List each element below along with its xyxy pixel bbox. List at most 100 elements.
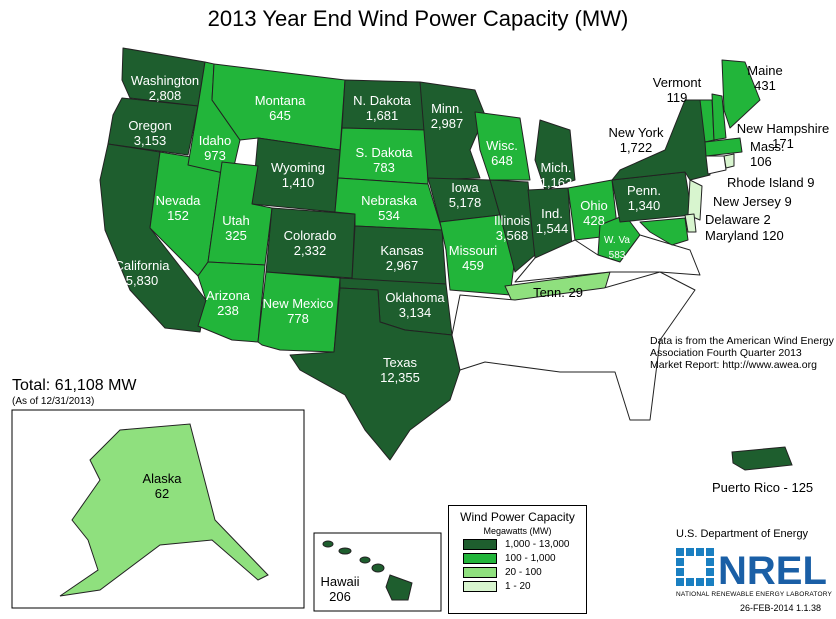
state-minn (419, 81, 486, 181)
nrel-logo: NREL (676, 548, 826, 593)
label-wisc: Wisc. 648 (486, 138, 518, 168)
legend-swatch (463, 539, 497, 550)
label-maryland: Maryland 120 (705, 228, 784, 243)
label-texas: Texas 12,355 (380, 355, 420, 385)
label-wva: W. Va 583 (604, 235, 630, 261)
state-name: Hawaii (320, 574, 359, 589)
state-value: 2,967 (386, 258, 419, 273)
state-name: Montana (255, 93, 306, 108)
state-name: Maine (747, 63, 782, 78)
legend: Wind Power Capacity Megawatts (MW) 1,000… (448, 505, 587, 614)
label-alaska: Alaska 62 (142, 471, 182, 501)
label-sdakota: S. Dakota 783 (355, 145, 413, 175)
state-name: Kansas (380, 243, 424, 258)
state-value: 783 (373, 160, 395, 175)
state-value: 5,830 (126, 273, 159, 288)
state-hawaii (322, 540, 413, 601)
state-newhampshire (711, 93, 727, 141)
state-name: New Mexico (263, 296, 334, 311)
state-name: Utah (222, 213, 249, 228)
state-value: 973 (204, 148, 226, 163)
state-name: Oklahoma (385, 290, 445, 305)
label-colorado: Colorado 2,332 (284, 228, 337, 258)
state-maryland (639, 217, 689, 246)
state-value: 2,332 (294, 243, 327, 258)
legend-swatch (463, 553, 497, 564)
legend-item: 100 - 1,000 (463, 553, 586, 564)
state-name: Alaska (142, 471, 182, 486)
state-value: 3,134 (399, 305, 432, 320)
legend-title: Wind Power Capacity (460, 510, 575, 524)
label-arizona: Arizona 238 (206, 288, 251, 318)
state-value: 325 (225, 228, 247, 243)
legend-label: 1 - 20 (505, 581, 531, 592)
map-date: 26-FEB-2014 1.1.38 (740, 603, 822, 613)
label-newmexico: New Mexico 778 (263, 296, 334, 326)
state-value: 583 (609, 250, 626, 261)
label-kansas: Kansas 2,967 (380, 243, 424, 273)
state-name: Texas (383, 355, 417, 370)
label-montana: Montana 645 (255, 93, 306, 123)
data-source-note: Data is from the American Wind Energy As… (650, 335, 834, 371)
state-name: W. Va (604, 235, 630, 246)
label-maine: Maine 431 (747, 63, 782, 93)
label-tenn: Tenn. 29 (533, 285, 583, 300)
state-name: Vermont (653, 75, 702, 90)
state-name: Mich. (540, 160, 571, 175)
state-newjersey (687, 179, 703, 221)
state-name: Oregon (128, 118, 171, 133)
state-name: Minn. (431, 101, 463, 116)
label-missouri: Missouri 459 (449, 243, 498, 273)
state-south-no-data (451, 271, 696, 421)
state-arizona (197, 261, 266, 343)
label-rhodeisland: Rhode Island 9 (727, 175, 814, 190)
label-mass: Mass. 106 (750, 139, 785, 169)
state-value: 119 (667, 90, 688, 105)
state-texas (289, 287, 461, 461)
doe-label: U.S. Department of Energy (676, 528, 809, 540)
state-value: 12,355 (380, 370, 420, 385)
nrel-grid-icon (676, 548, 714, 586)
state-value: 645 (269, 108, 291, 123)
legend-label: 100 - 1,000 (505, 553, 556, 564)
state-name: Arizona (206, 288, 251, 303)
state-name: Illinois (494, 213, 531, 228)
label-ind: Ind. 1,544 (536, 206, 569, 236)
state-newyork (611, 99, 711, 181)
state-name: California (115, 258, 171, 273)
territory-puertorico (731, 446, 793, 471)
state-value: 171 (772, 136, 794, 151)
hawaii-inset (313, 532, 442, 612)
legend-item: 1,000 - 13,000 (463, 539, 586, 550)
state-mass (704, 137, 743, 157)
state-value: 1,163 (540, 175, 573, 190)
map-title: 2013 Year End Wind Power Capacity (MW) (207, 6, 629, 31)
nrel-subtitle: NATIONAL RENEWABLE ENERGY LABORATORY (676, 591, 833, 598)
state-value: 1,340 (628, 198, 661, 213)
label-wyoming: Wyoming 1,410 (271, 160, 325, 190)
state-name: Iowa (451, 180, 479, 195)
state-name: N. Dakota (353, 93, 412, 108)
label-hawaii: Hawaii 206 (320, 574, 359, 604)
state-value: 3,153 (134, 133, 167, 148)
state-value: 534 (378, 208, 400, 223)
state-value: 1,544 (536, 221, 569, 236)
state-name: Colorado (284, 228, 337, 243)
label-utah: Utah 325 (222, 213, 249, 243)
state-value: 62 (155, 486, 169, 501)
label-california: California 5,830 (115, 258, 171, 288)
alaska-inset (11, 409, 305, 609)
state-value: 106 (750, 154, 772, 169)
label-oregon: Oregon 3,153 (128, 118, 171, 148)
state-name: S. Dakota (355, 145, 413, 160)
nrel-wordmark: NREL (718, 549, 826, 593)
label-puertorico: Puerto Rico - 125 (712, 480, 813, 495)
state-name: Penn. (627, 183, 661, 198)
legend-label: 20 - 100 (505, 567, 542, 578)
state-labels: Washington 2,808 Oregon 3,153 California 5,… (115, 63, 830, 385)
state-value: 431 (754, 78, 776, 93)
label-penn: Penn. 1,340 (627, 183, 661, 213)
legend-swatch (463, 581, 497, 592)
label-oklahoma: Oklahoma 3,134 (385, 290, 445, 320)
